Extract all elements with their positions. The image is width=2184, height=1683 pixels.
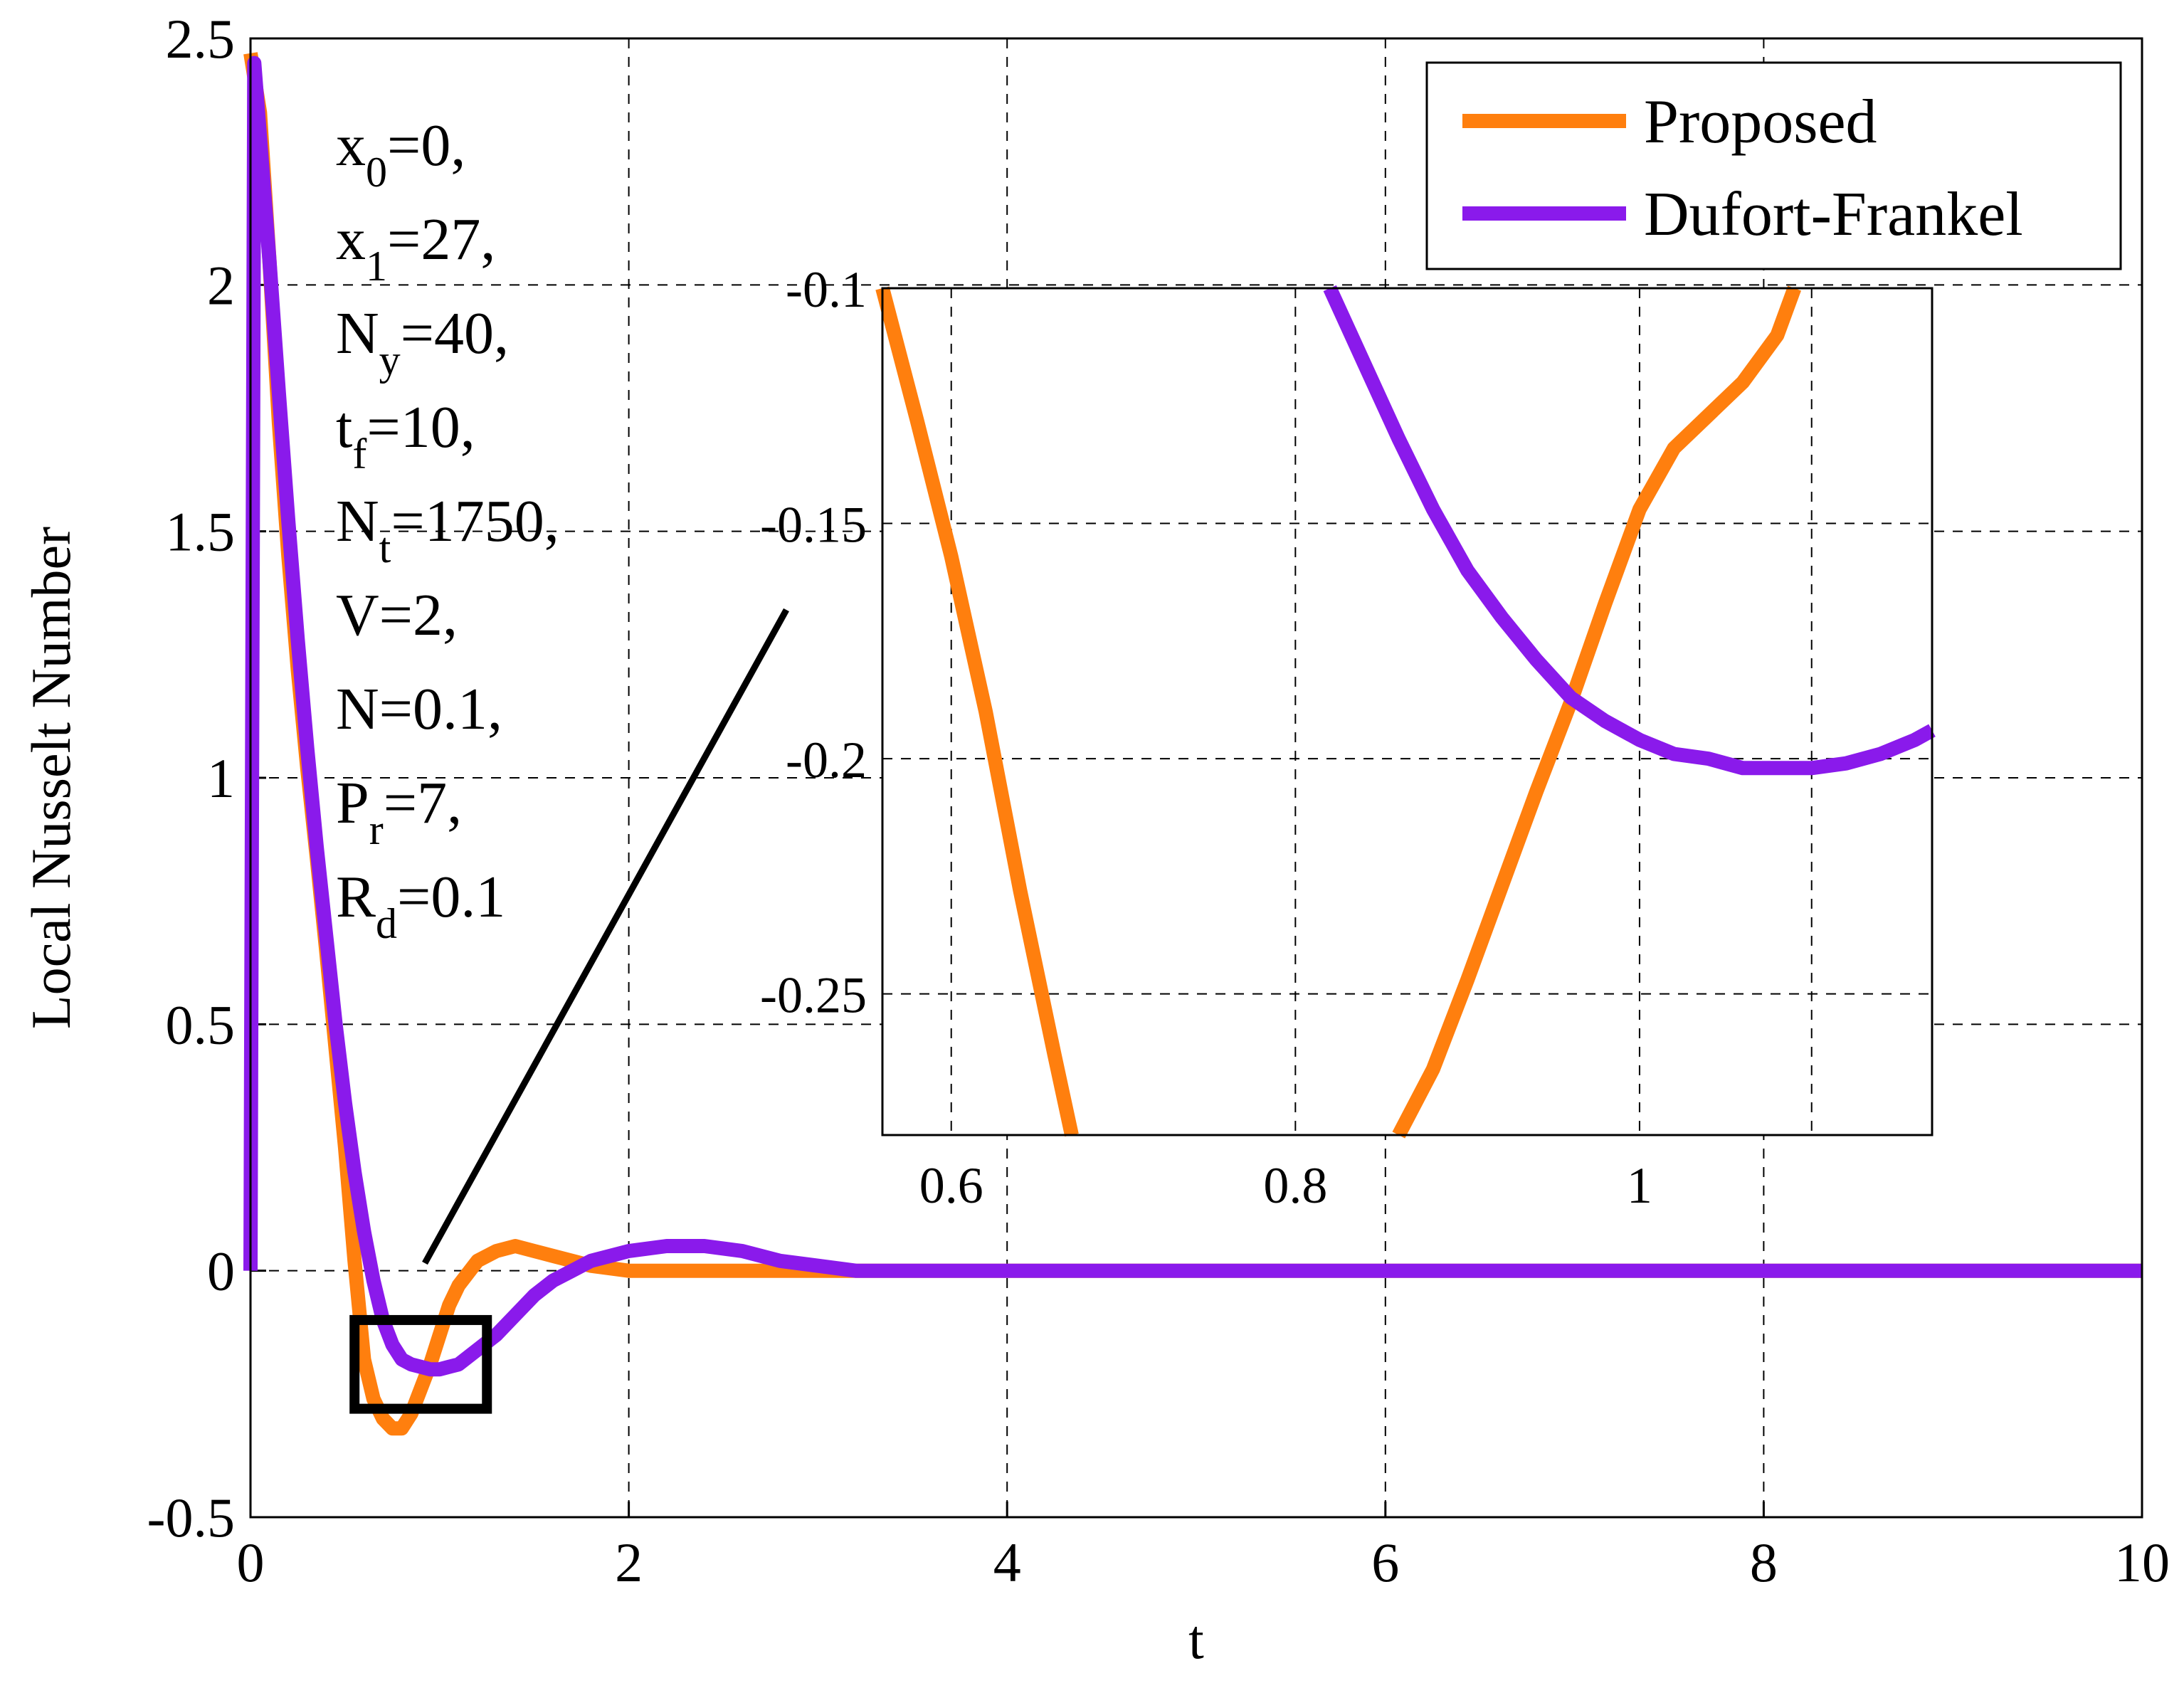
y-tick-labels: -0.5 0 0.5 1 1.5 2 2.5: [147, 8, 235, 1549]
x-tick-label: 8: [1750, 1531, 1778, 1593]
legend: Proposed Dufort-Frankel: [1425, 61, 2122, 270]
parameter-line: x1=27,: [336, 206, 495, 290]
x-tick-label: 4: [993, 1531, 1021, 1593]
inset-y-tick-label: -0.15: [760, 497, 867, 554]
parameter-line: V=2,: [336, 582, 458, 648]
y-tick-label: 1.5: [166, 501, 236, 563]
inset-y-tick-label: -0.2: [786, 732, 867, 788]
inset-y-tick-label: -0.1: [786, 261, 867, 318]
inset-plot: 0.6 0.8 1 -0.1 -0.15 -0.2 -0.25: [760, 261, 1936, 1214]
main-plot-frame: [249, 37, 2143, 1519]
parameter-line: N=0.1,: [336, 676, 502, 742]
zoom-indicator: [349, 1314, 492, 1414]
inset-series-line-dufort-frankel: [1323, 285, 1936, 776]
parameter-line: x0=0,: [336, 112, 465, 196]
legend-label-proposed: Proposed: [1644, 88, 1877, 157]
parameter-line: Pr=7,: [336, 770, 462, 853]
inset-series: [875, 285, 1936, 1139]
parameter-line: tf=10,: [336, 394, 475, 478]
y-tick-label: 2: [207, 254, 235, 316]
inset-grid: [882, 288, 1932, 1135]
inset-x-tick-label: 1: [1627, 1157, 1652, 1214]
legend-box: [1425, 61, 2122, 270]
x-tick-labels: 0 2 4 6 8 10: [237, 1531, 2170, 1593]
parameter-annotations: x0=0, x1=27, Ny=40, tf=10, Nt=1750, V=2, N=0.1…: [336, 112, 559, 947]
x-axis-label: t: [1188, 1608, 1204, 1670]
zoom-box: [349, 1314, 492, 1414]
parameter-line: Ny=40,: [336, 300, 509, 384]
series-line-dufort-frankel: [243, 56, 2142, 1377]
y-axis-label: Local Nusselt Number: [20, 527, 82, 1029]
y-tick-label: 1: [207, 747, 235, 809]
x-tick-label: 10: [2114, 1531, 2170, 1593]
legend-label-dufort-frankel: Dufort-Frankel: [1644, 180, 2023, 249]
x-tick-label: 0: [237, 1531, 265, 1593]
y-tick-label: 0.5: [166, 993, 236, 1055]
inset-y-tick-label: -0.25: [760, 967, 867, 1024]
inset-x-tick-label: 0.8: [1263, 1157, 1327, 1214]
inset-y-tick-labels: -0.1 -0.15 -0.2 -0.25: [760, 261, 867, 1024]
inset-series-line-proposed: [875, 285, 1801, 1139]
x-tick-label: 6: [1371, 1531, 1399, 1593]
y-tick-label: 0: [207, 1240, 235, 1302]
zoom-connector-line: [422, 608, 789, 1265]
inset-frame: [881, 287, 1934, 1136]
inset-x-tick-label: 0.6: [919, 1157, 983, 1214]
x-tick-label: 2: [615, 1531, 643, 1593]
parameter-line: Nt=1750,: [336, 488, 559, 571]
main-series: [243, 52, 2142, 1436]
y-tick-label: -0.5: [147, 1487, 235, 1549]
inset-x-tick-labels: 0.6 0.8 1: [919, 1157, 1652, 1214]
parameter-line: Rd=0.1: [336, 864, 505, 947]
y-tick-label: 2.5: [166, 8, 236, 70]
